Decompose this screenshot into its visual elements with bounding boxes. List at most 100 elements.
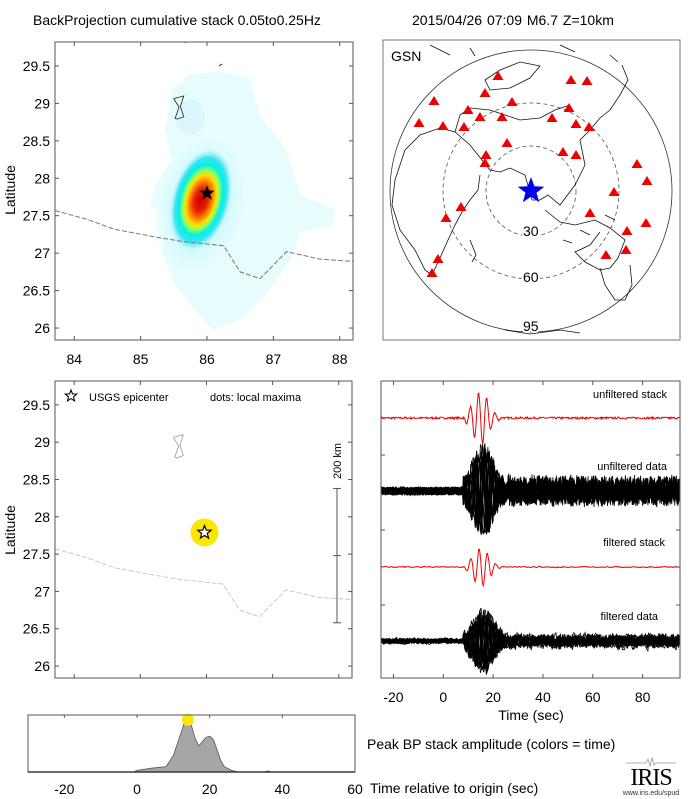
ring-label-60: 60 [523,269,539,285]
event-info: 2015/04/26 07:09 M6.7 Z=10km [412,12,614,28]
trace-filtered-data [381,615,680,670]
y-tick-label: 29 [34,95,50,111]
station-triangle-icon [474,112,486,121]
y-axis-label: Latitude [2,165,18,215]
panel-frame [54,380,353,679]
x-tick-label: 40 [275,781,291,797]
network-label: GSN [391,48,421,64]
station-triangle-icon [462,105,474,114]
station-triangle-icon [620,245,632,254]
iris-url: www.iris.edu/spud [622,790,680,797]
station-triangle-icon [501,138,513,147]
station-map-panel: 30 60 95 GSN [382,39,681,341]
peak-amplitude-title: Peak BP stack amplitude (colors = time) [367,736,615,752]
heatmap-lobe-north [175,99,205,135]
figure-title: BackProjection cumulative stack 0.05to0.… [33,12,321,28]
waveform-panel: -20 0 20 40 60 80 unfiltered stack unfiltered… [380,380,681,723]
x-tick-label: -20 [54,781,74,797]
station-triangle-icon [641,176,653,185]
local-maxima-panel: 200 km USGS epicenter dots: local maxima… [2,380,353,679]
station-triangle-icon [480,150,492,159]
epicenter-star-icon [196,523,213,540]
lake-outline [172,434,184,459]
trace-label-filtered-stack: filtered stack [603,537,665,549]
country-border [55,210,353,280]
station-triangle-icon [440,213,452,222]
x-tick-label: 88 [332,351,348,367]
distance-ring-30 [485,145,577,237]
station-triangle-icon [608,187,620,196]
x-tick-label: -20 [383,689,403,705]
station-triangle-icon [570,150,582,159]
y-tick-label: 26 [34,658,50,674]
x-tick-label: 80 [635,689,651,705]
station-triangle-icon [621,226,633,235]
peak-amplitude-xlabel: Time relative to origin (sec) [370,780,538,796]
trace-label-unfiltered-data: unfiltered data [597,461,668,473]
heatmap-hotspot [168,148,234,252]
lake-outline [173,95,185,120]
x-tick-label: 87 [266,351,282,367]
distance-ring-outer [389,49,673,333]
trace-filtered-stack [381,548,680,588]
trace-filtered-data [381,608,680,669]
station-triangle-icon [583,122,595,131]
trace-unfiltered-stack [381,392,680,444]
station-triangle-icon [455,202,467,211]
scale-bar [333,487,341,624]
iris-logo: IRIS www.iris.edu/spud [618,757,684,798]
panel-frame [380,380,681,679]
y-axis-label: Latitude [2,505,18,555]
station-triangle-icon [432,254,444,263]
x-tick-label: 85 [133,351,149,367]
bp-heatmap-panel: 84 85 86 87 88 26 26.5 27 27.5 28 28.5 29 29.5 Latit… [2,41,354,367]
x-tick-label: 20 [485,689,501,705]
trace-label-unfiltered-stack: unfiltered stack [593,389,667,401]
station-triangle-icon [506,97,518,106]
y-tick-label: 28.5 [23,472,50,488]
x-tick-label: 40 [535,689,551,705]
legend-dots-label: dots: local maxima [210,392,302,404]
station-triangle-icon [584,208,596,217]
y-tick-label: 29.5 [23,58,50,74]
station-triangle-icon [640,218,652,227]
station-triangle-icon [428,96,440,105]
station-triangle-icon [426,268,438,277]
x-tick-label: 0 [439,689,447,705]
legend-epicenter-label: USGS epicenter [89,392,169,404]
station-triangle-icon [458,122,470,131]
y-tick-label: 29 [34,434,50,450]
station-triangle-icon [546,113,558,122]
station-triangle-icon [437,121,449,130]
country-border [55,548,352,618]
y-tick-label: 26 [34,320,50,336]
station-triangle-icon [557,147,569,156]
station-triangle-icon [631,159,643,168]
y-tick-label: 28 [34,509,50,525]
coast-fragment [184,42,187,44]
y-tick-label: 26.5 [23,621,50,637]
panel-frame [382,39,681,341]
y-tick-label: 27 [34,245,50,261]
station-triangle-icon [492,71,504,80]
iris-logo-text: IRIS [630,765,672,791]
amplitude-envelope [28,716,355,773]
station-triangle-icon [581,76,593,85]
y-tick-label: 27 [34,583,50,599]
panel-frame [27,714,356,773]
y-tick-label: 27.5 [23,208,50,224]
scale-bar-label: 200 km [332,443,344,479]
station-triangle-icon [496,112,508,121]
y-tick-label: 28.5 [23,133,50,149]
y-tick-label: 29.5 [23,397,50,413]
station-triangle-icon [479,88,491,97]
x-tick-label: 60 [585,689,601,705]
y-tick-label: 26.5 [23,283,50,299]
y-tick-label: 28 [34,170,50,186]
x-tick-label: 86 [199,351,215,367]
legend-star-icon [63,388,79,403]
station-triangle-icon [565,75,577,84]
ring-label-30: 30 [523,223,539,239]
seismogram-icon [626,757,676,767]
